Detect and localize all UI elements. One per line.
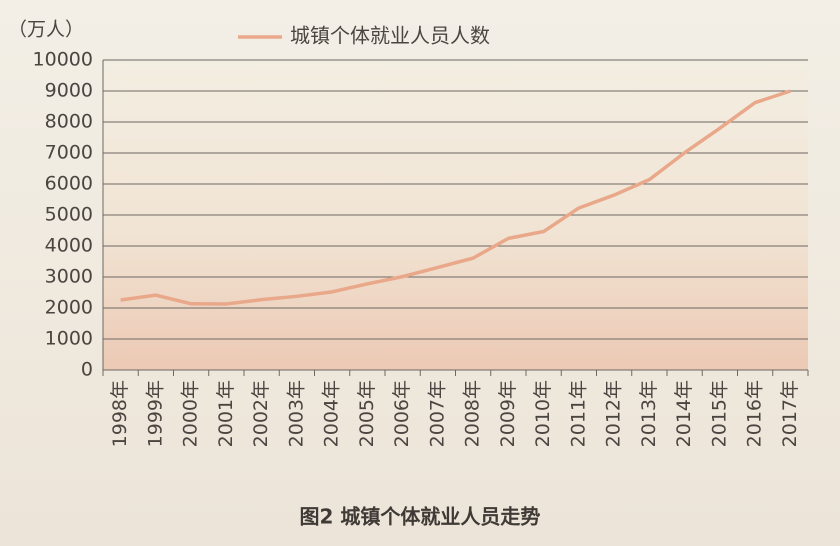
y-tick-label: 8000: [45, 111, 93, 133]
y-tick-label: 1000: [45, 328, 93, 350]
y-tick-label: 7000: [45, 142, 93, 164]
y-tick-label: 0: [81, 359, 93, 381]
y-tick-label: 10000: [33, 49, 93, 71]
y-tick-label: 2000: [45, 297, 93, 319]
y-tick-label: 3000: [45, 266, 93, 288]
x-tick-label: 2009年: [497, 380, 519, 447]
x-tick-label: 2012年: [603, 380, 625, 447]
x-tick-label: 1999年: [144, 380, 166, 447]
y-tick-label: 6000: [45, 173, 93, 195]
x-tick-label: 2017年: [779, 380, 801, 447]
x-tick-label: 2005年: [356, 380, 378, 447]
x-tick-label: 2015年: [708, 380, 730, 447]
legend-label: 城镇个体就业人员人数: [290, 24, 490, 48]
line: [120, 89, 791, 306]
x-tick-label: 2014年: [673, 380, 695, 447]
x-tick-label: 2001年: [215, 380, 237, 447]
x-tick-label: 2010年: [532, 380, 554, 447]
caption: 图2 城镇个体就业人员走势: [300, 505, 541, 529]
y-axis-label: （万人）: [8, 19, 84, 41]
x-tick-label: 2006年: [391, 380, 413, 447]
x-tick-label: 1998年: [109, 380, 131, 447]
x-tick-label: 2000年: [180, 380, 202, 447]
y-tick-label: 4000: [45, 235, 93, 257]
x-tick-label: 2004年: [321, 380, 343, 447]
x-tick-label: 2008年: [462, 380, 484, 447]
x-tick-label: 2013年: [638, 380, 660, 447]
y-tick-label: 9000: [45, 80, 93, 102]
x-tick-label: 2007年: [426, 380, 448, 447]
x-tick-label: 2011年: [567, 380, 589, 447]
x-tick-label: 2003年: [285, 380, 307, 447]
x-tick-label: 2002年: [250, 380, 272, 447]
x-tick-label: 2016年: [744, 380, 766, 447]
y-tick-label: 5000: [45, 204, 93, 226]
